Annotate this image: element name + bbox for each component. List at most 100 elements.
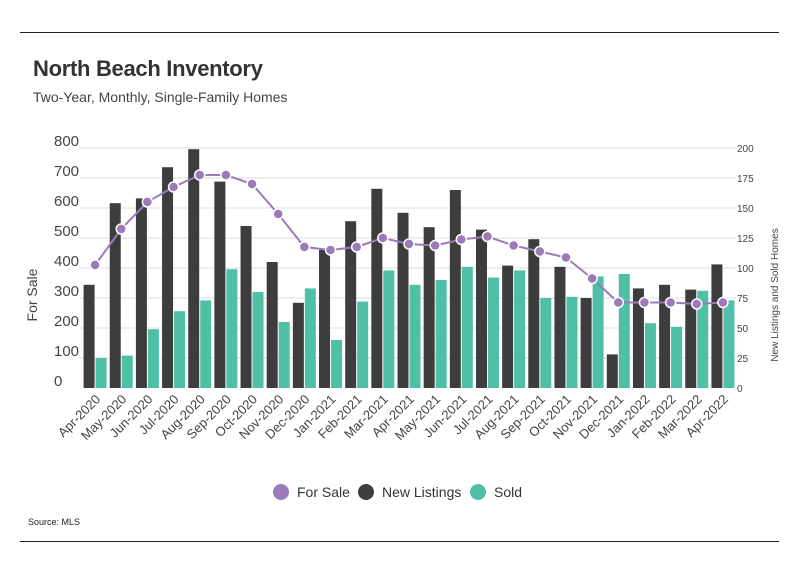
y-right-tick-label: 25 [737, 354, 749, 365]
bar-new-listings [109, 203, 121, 388]
y-left-tick-label: 600 [54, 193, 79, 210]
bar-new-listings [83, 284, 95, 388]
point-for-sale [89, 259, 101, 271]
bar-new-listings [659, 284, 671, 388]
legend-swatch [470, 484, 486, 500]
y-left-axis-title: For Sale [24, 268, 40, 321]
y-left-tick-label: 300 [54, 283, 79, 300]
bar-sold [174, 311, 186, 388]
bar-new-listings [606, 354, 618, 388]
point-for-sale [220, 169, 232, 181]
y-right-tick-label: 150 [737, 204, 754, 215]
bar-sold [435, 280, 447, 388]
bar-sold [121, 355, 133, 388]
bar-new-listings [554, 266, 566, 388]
y-right-tick-label: 200 [737, 144, 754, 155]
point-for-sale [298, 241, 311, 253]
bar-sold [540, 298, 552, 388]
bar-sold [671, 326, 683, 388]
bar-sold [461, 266, 473, 388]
y-left-tick-label: 200 [54, 313, 79, 330]
y-right-tick-label: 75 [737, 294, 749, 305]
y-right-tick-label: 50 [737, 324, 749, 335]
point-for-sale [141, 196, 154, 208]
y-right-tick-label: 175 [737, 174, 754, 185]
y-right-tick-label: 100 [737, 264, 754, 275]
bottom-rule [20, 541, 779, 542]
point-for-sale [429, 239, 441, 252]
bar-sold [95, 358, 107, 388]
bar-sold [147, 329, 159, 388]
bar-new-listings [214, 181, 226, 388]
bar-new-listings [345, 221, 357, 388]
point-for-sale [403, 238, 415, 250]
bar-new-listings [502, 265, 514, 388]
legend-label: Sold [494, 484, 522, 500]
bar-sold [383, 270, 395, 388]
bar-new-listings [475, 229, 487, 388]
y-left-tick-label: 100 [54, 343, 79, 360]
point-for-sale [717, 296, 729, 309]
bar-new-listings [397, 212, 409, 388]
point-for-sale [534, 245, 546, 258]
top-rule [20, 32, 779, 33]
point-for-sale [691, 298, 703, 310]
bar-sold [644, 323, 656, 388]
point-for-sale [324, 244, 337, 256]
bar-sold [514, 270, 526, 388]
bar-sold [226, 269, 238, 388]
y-left-tick-label: 800 [54, 133, 79, 150]
bar-new-listings [449, 190, 461, 388]
bar-sold [592, 276, 604, 388]
bar-sold [618, 274, 630, 388]
point-for-sale [638, 296, 651, 309]
point-for-sale [115, 223, 127, 235]
point-for-sale [167, 181, 180, 193]
bar-sold [331, 340, 343, 388]
y-right-axis-title: New Listings and Sold Homes [770, 228, 781, 361]
bar-new-listings [240, 226, 252, 388]
bar-new-listings [292, 302, 304, 388]
bar-sold [304, 288, 316, 388]
point-for-sale [481, 230, 494, 243]
point-for-sale [193, 169, 206, 181]
bar-new-listings [319, 250, 331, 388]
bar-new-listings [371, 188, 383, 388]
bar-sold [252, 292, 264, 388]
bar-new-listings [266, 262, 278, 388]
bar-sold [200, 300, 212, 388]
bar-new-listings [580, 298, 592, 388]
point-for-sale [350, 241, 363, 253]
y-left-tick-label: 0 [54, 373, 62, 390]
bar-sold [566, 296, 578, 388]
bar-new-listings [685, 289, 697, 388]
chart-subtitle: Two-Year, Monthly, Single-Family Homes [33, 89, 288, 105]
point-for-sale [507, 239, 520, 252]
source-note: Source: MLS [28, 517, 81, 527]
y-left-tick-label: 500 [54, 223, 79, 240]
point-for-sale [664, 296, 677, 309]
point-for-sale [586, 272, 598, 285]
bar-new-listings [711, 264, 723, 388]
bar-new-listings [528, 239, 540, 388]
point-for-sale [455, 233, 468, 246]
y-left-tick-label: 400 [54, 253, 79, 270]
point-for-sale [246, 178, 258, 190]
bar-new-listings [188, 149, 200, 388]
point-for-sale [377, 232, 389, 244]
y-left-tick-label: 700 [54, 163, 79, 180]
point-for-sale [560, 251, 572, 264]
point-for-sale [612, 296, 625, 309]
bar-sold [723, 300, 735, 388]
legend-swatch [358, 484, 374, 500]
point-for-sale [272, 208, 284, 220]
legend-label: New Listings [382, 484, 461, 500]
bar-new-listings [423, 227, 435, 388]
bar-sold [409, 284, 421, 388]
bar-new-listings [135, 198, 147, 388]
legend-label: For Sale [297, 484, 350, 500]
legend-swatch [273, 484, 289, 500]
bar-sold [278, 322, 290, 388]
bar-new-listings [162, 167, 174, 388]
